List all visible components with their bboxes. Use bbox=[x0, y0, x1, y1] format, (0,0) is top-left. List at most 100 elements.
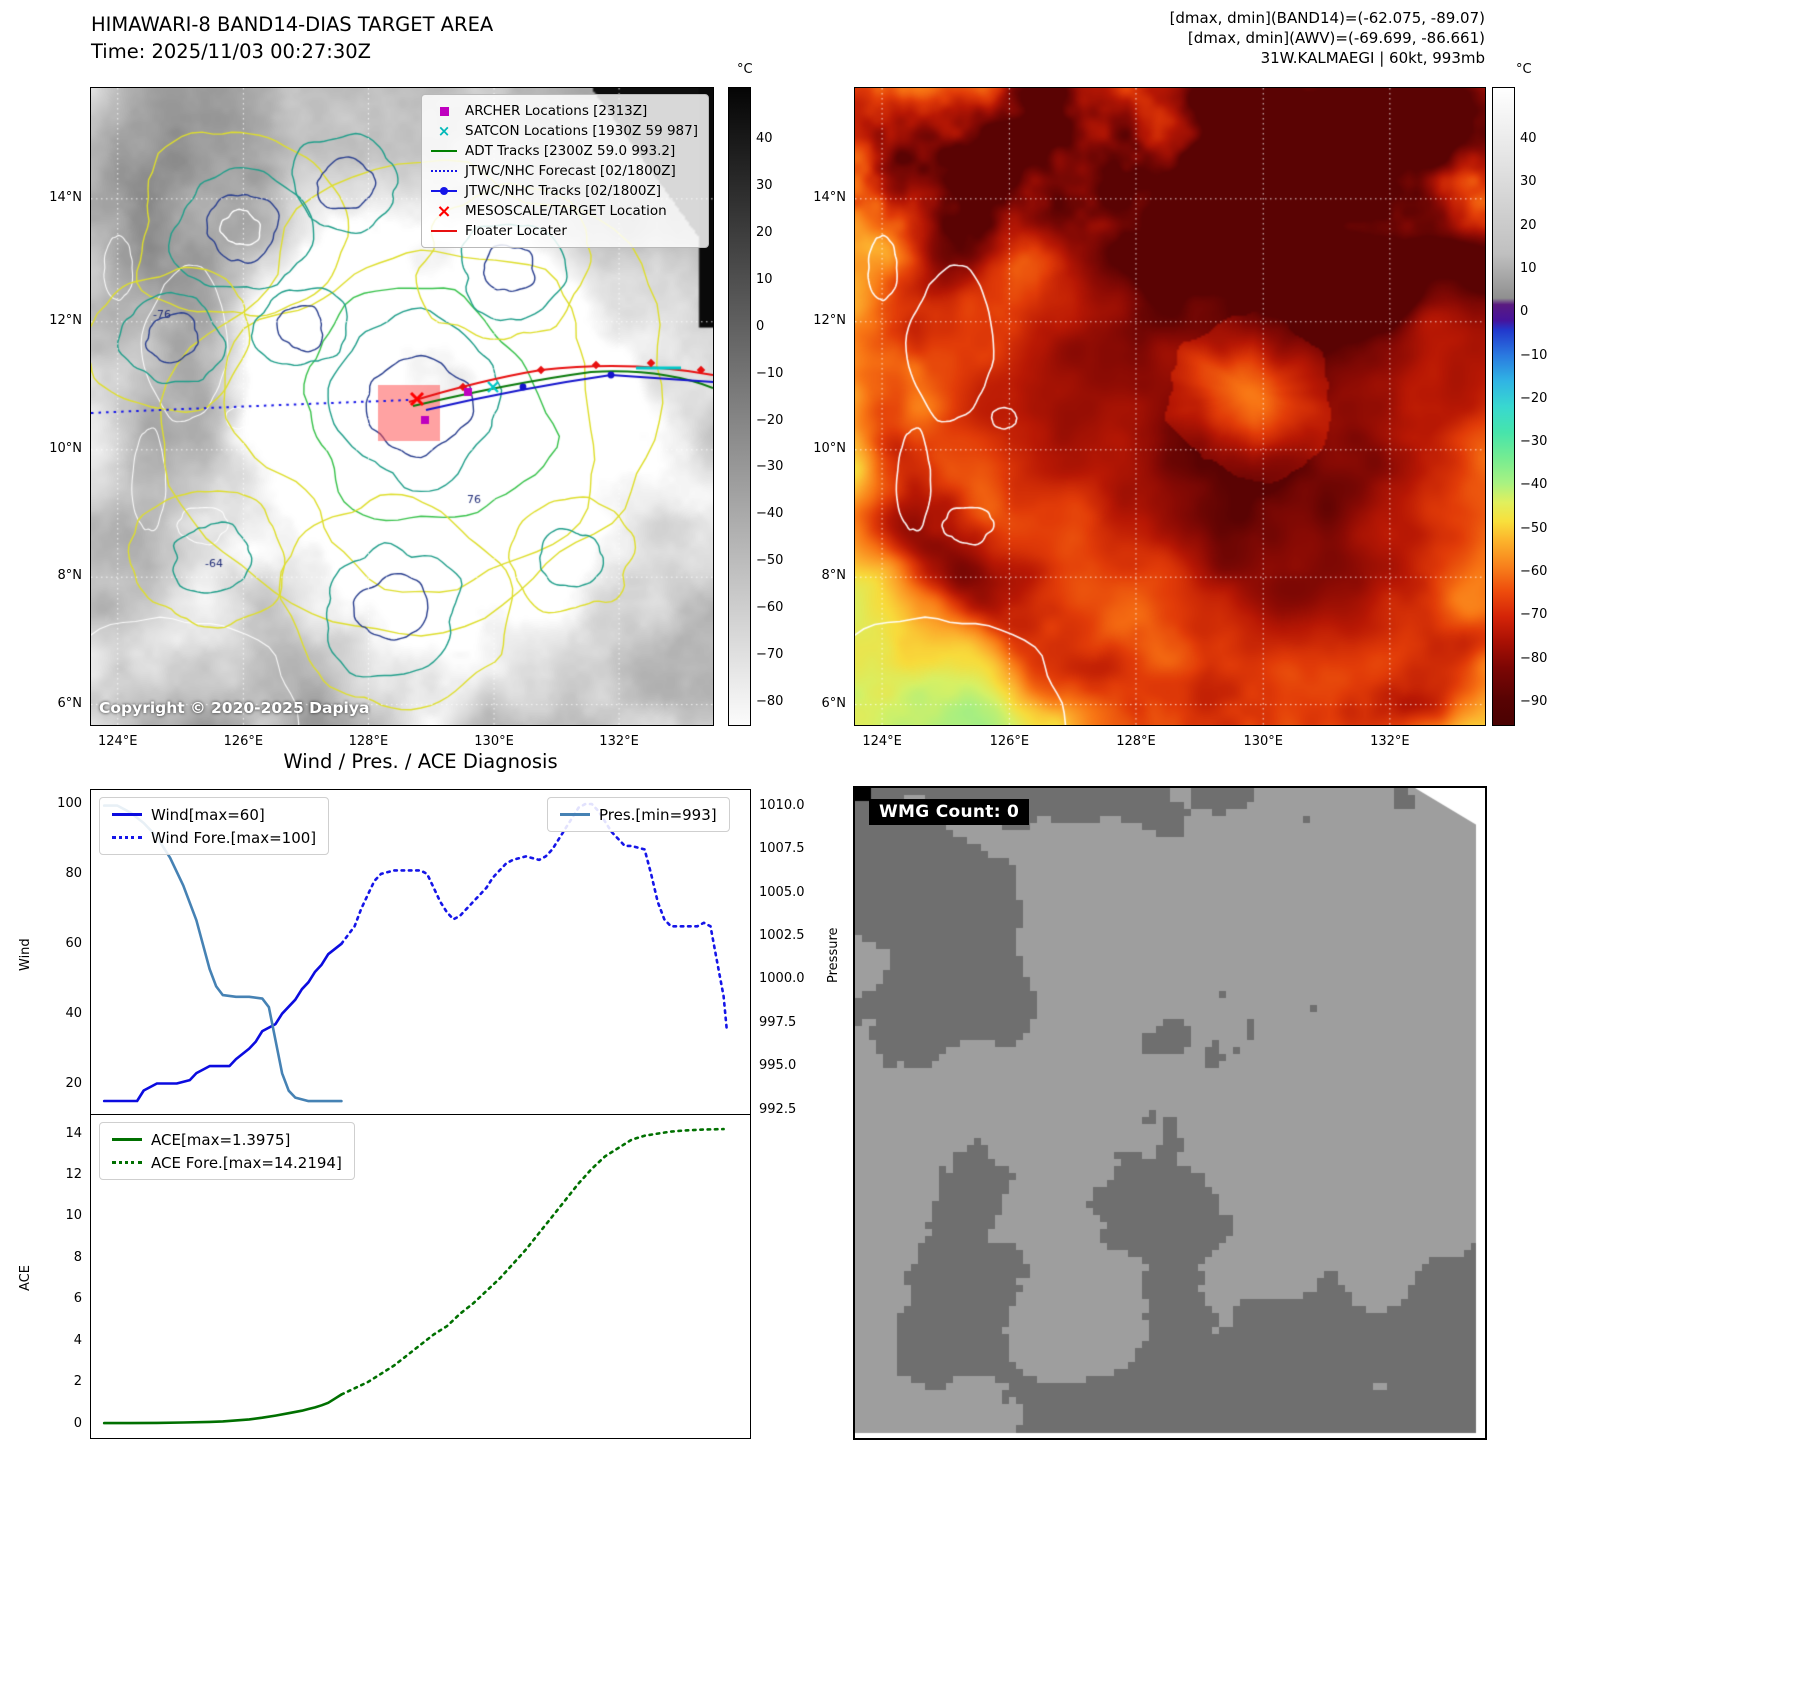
br-map-canvas bbox=[855, 788, 1485, 1438]
legend-item-label: Pres.[min=993] bbox=[599, 805, 717, 824]
tick-label: 0 bbox=[756, 318, 765, 334]
line-marker-icon bbox=[428, 230, 460, 232]
wmg-count-label: WMG Count: 0 bbox=[869, 799, 1030, 825]
wind-yticks-right: 992.5 995.0 997.5 1000.0 1002.5 1005.0 1007.5 1… bbox=[757, 790, 819, 1117]
legend-item-label: ACE[max=1.3975] bbox=[151, 1130, 291, 1149]
tick-label: −80 bbox=[756, 694, 784, 710]
legend-line-sample bbox=[112, 836, 142, 839]
wind-yticks-left: 20 40 60 80 100 bbox=[38, 790, 86, 1115]
square-marker-icon bbox=[428, 106, 460, 116]
tl-title: HIMAWARI-8 BAND14-DIAS TARGET AREA bbox=[91, 13, 494, 36]
legend-item: ACE[max=1.3975] bbox=[112, 1128, 342, 1151]
tick-label: 20 bbox=[65, 1075, 82, 1091]
tl-colorbar-unit: °C bbox=[737, 62, 753, 77]
series-observed bbox=[102, 1393, 343, 1425]
series-forecast bbox=[340, 1127, 725, 1396]
tr-x-axis-ticks: 124°E 126°E 128°E 130°E 132°E bbox=[855, 729, 1485, 751]
tick-label: −50 bbox=[756, 553, 784, 569]
legend-item: JTWC/NHC Forecast [02/1800Z] bbox=[428, 161, 698, 181]
tick-label: 14°N bbox=[813, 189, 846, 205]
ace-axis-label: ACE bbox=[18, 1265, 33, 1291]
tick-label: −60 bbox=[1520, 564, 1548, 580]
tick-label: 10 bbox=[1520, 260, 1537, 276]
tick-label: 1005.0 bbox=[759, 884, 805, 900]
tick-label: 0 bbox=[1520, 304, 1529, 320]
copyright-text: Copyright © 2020-2025 Dapiya bbox=[99, 699, 370, 717]
tl-subtitle: Time: 2025/11/03 00:27:30Z bbox=[91, 40, 372, 63]
legend-item-label: SATCON Locations [1930Z 59 987] bbox=[465, 123, 698, 139]
tick-label: −70 bbox=[756, 647, 784, 663]
legend-item-label: Wind[max=60] bbox=[151, 805, 265, 824]
tick-label: 14 bbox=[65, 1125, 82, 1141]
legend-item: ACE Fore.[max=14.2194] bbox=[112, 1151, 342, 1174]
legend-item: JTWC/NHC Tracks [02/1800Z] bbox=[428, 181, 698, 201]
tick-label: 6 bbox=[73, 1291, 82, 1307]
tick-label: −30 bbox=[756, 459, 784, 475]
legend-line-sample bbox=[112, 1138, 142, 1141]
ace-yticks: 0 2 4 6 8 10 12 14 bbox=[38, 1115, 86, 1438]
tick-label: 8°N bbox=[57, 568, 83, 584]
legend-item-label: Wind Fore.[max=100] bbox=[151, 828, 317, 847]
tl-y-axis-ticks: 14°N 12°N 10°N 8°N 6°N bbox=[38, 88, 86, 725]
tick-label: −60 bbox=[756, 600, 784, 616]
tr-satellite-map bbox=[854, 87, 1486, 726]
tick-label: 995.0 bbox=[759, 1058, 797, 1074]
tl-x-axis-ticks: 124°E 126°E 128°E 130°E 132°E bbox=[91, 729, 713, 751]
tick-label: −30 bbox=[1520, 434, 1548, 450]
tick-label: −10 bbox=[756, 365, 784, 381]
series-observed bbox=[102, 942, 343, 1103]
tick-label: 80 bbox=[65, 865, 82, 881]
wmg-panel: WMG Count: 0 bbox=[853, 786, 1487, 1440]
tick-label: −50 bbox=[1520, 520, 1548, 536]
tick-label: 2 bbox=[73, 1374, 82, 1390]
tick-label: 12°N bbox=[813, 312, 846, 328]
legend-item-label: ARCHER Locations [2313Z] bbox=[465, 103, 648, 119]
legend-line-sample bbox=[112, 813, 142, 816]
tick-label: 8°N bbox=[821, 568, 847, 584]
legend-item-label: Floater Locater bbox=[465, 223, 567, 239]
pressure-legend: Pres.[min=993] bbox=[547, 797, 730, 832]
tick-label: −40 bbox=[1520, 477, 1548, 493]
tick-label: 130°E bbox=[1243, 734, 1283, 749]
tick-label: 40 bbox=[1520, 131, 1537, 146]
tick-label: 128°E bbox=[1116, 734, 1156, 749]
legend-item: × MESOSCALE/TARGET Location bbox=[428, 201, 698, 221]
tick-label: 1000.0 bbox=[759, 971, 805, 987]
tl-colorbar bbox=[728, 87, 751, 726]
legend-item: Floater Locater bbox=[428, 221, 698, 241]
tick-label: 20 bbox=[1520, 217, 1537, 233]
tick-label: 124°E bbox=[862, 734, 902, 749]
tr-info-line1: [dmax, dmin](BAND14)=(-62.075, -89.07) bbox=[1169, 9, 1485, 27]
ace-legend: ACE[max=1.3975] ACE Fore.[max=14.2194] bbox=[99, 1122, 355, 1180]
legend-item: Wind Fore.[max=100] bbox=[112, 826, 316, 849]
line-marker-icon bbox=[428, 170, 460, 172]
tick-label: 992.5 bbox=[759, 1101, 797, 1117]
tick-label: −20 bbox=[756, 412, 784, 428]
legend-item-label: JTWC/NHC Forecast [02/1800Z] bbox=[465, 163, 676, 179]
tick-label: 10°N bbox=[49, 440, 82, 456]
legend-line-sample bbox=[560, 813, 590, 816]
tick-label: 10 bbox=[756, 271, 773, 287]
tick-label: 126°E bbox=[989, 734, 1030, 749]
x-marker-icon: × bbox=[436, 200, 452, 222]
tick-label: 14°N bbox=[49, 189, 82, 205]
tick-label: 132°E bbox=[1370, 734, 1410, 749]
tick-label: 60 bbox=[65, 935, 82, 951]
x-marker-icon: × bbox=[437, 121, 451, 140]
bl-title: Wind / Pres. / ACE Diagnosis bbox=[283, 750, 558, 773]
wind-axis-label: Wind bbox=[18, 938, 33, 972]
tr-info-line2: [dmax, dmin](AWV)=(-69.699, -86.661) bbox=[1187, 29, 1485, 47]
tick-label: −70 bbox=[1520, 607, 1548, 623]
line-marker-icon bbox=[428, 150, 460, 152]
tick-label: 12 bbox=[65, 1167, 82, 1183]
tick-label: 40 bbox=[756, 131, 773, 146]
tl-satellite-map: ARCHER Locations [2313Z] × SATCON Location… bbox=[90, 87, 714, 726]
tick-label: 20 bbox=[756, 224, 773, 240]
legend-item-label: ADT Tracks [2300Z 59.0 993.2] bbox=[465, 143, 676, 159]
tr-y-axis-ticks: 14°N 12°N 10°N 8°N 6°N bbox=[802, 88, 850, 725]
wind-legend: Wind[max=60] Wind Fore.[max=100] bbox=[99, 797, 330, 855]
tl-map-legend: ARCHER Locations [2313Z] × SATCON Location… bbox=[421, 94, 709, 248]
tr-info-line3: 31W.KALMAEGI | 60kt, 993mb bbox=[1260, 49, 1485, 67]
tick-label: 128°E bbox=[348, 734, 389, 749]
